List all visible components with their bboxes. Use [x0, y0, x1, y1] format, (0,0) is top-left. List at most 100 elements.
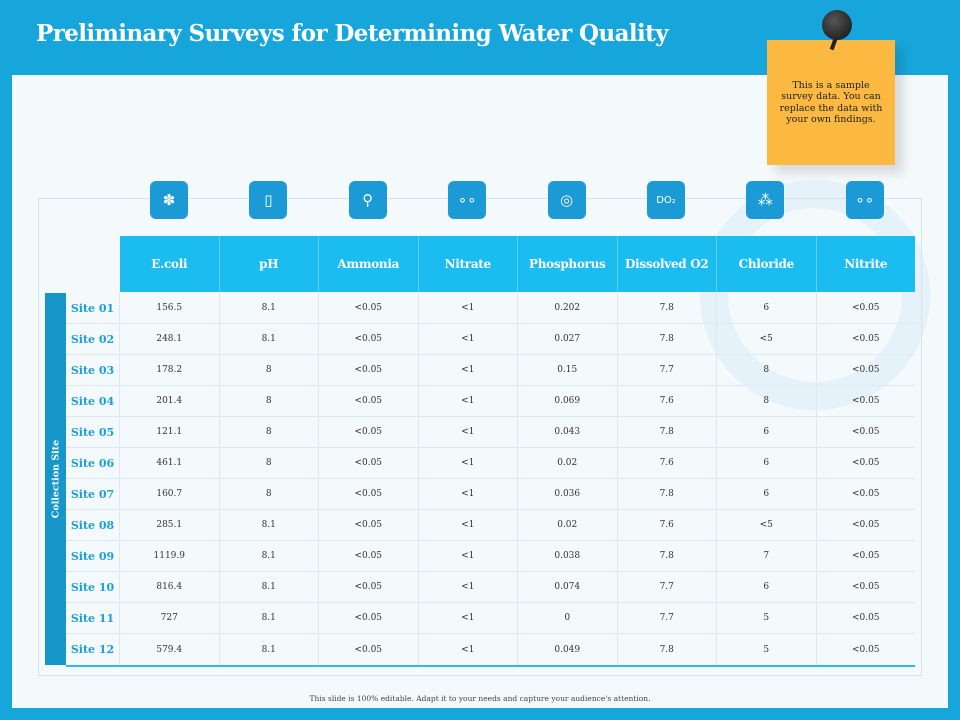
table-cell: <0.05	[851, 303, 880, 313]
table-cell: <0.05	[319, 603, 419, 633]
site-label: Site 09	[66, 541, 120, 571]
table-cell: <5	[717, 324, 817, 354]
table-cell: 8	[220, 448, 319, 478]
table-row: Site 04 201.4 8 <0.05 <1 0.069 7.6 8 <0.05	[66, 386, 915, 417]
table-cell: <1	[419, 355, 518, 385]
table-cell: <1	[419, 479, 518, 509]
table-cell: 8	[220, 479, 319, 509]
table-cell: 7.7	[618, 603, 717, 633]
table-row: Site 06 461.1 8 <0.05 <1 0.02 7.6 6 <0.05	[66, 448, 915, 479]
table-cell: 8.1	[220, 572, 319, 602]
nitrite-molecule-icon: ∘∘	[845, 181, 884, 219]
table-cell: <1	[419, 293, 518, 323]
column-header: Nitrite	[815, 236, 916, 292]
table-cell: 6	[717, 417, 817, 447]
table-row: Site 11 727 8.1 <0.05 <1 0 7.7 5 <0.05	[66, 603, 915, 634]
table-cell: 7.8	[618, 541, 717, 571]
table-cell: <0.05	[319, 386, 419, 416]
chloride-molecule-icon: ⁂	[746, 181, 785, 219]
table-cell: 7.6	[618, 448, 717, 478]
column-header: Dissolved O2	[616, 236, 717, 292]
table-cell: 178.2	[120, 355, 220, 385]
table-cell: 727	[120, 603, 220, 633]
table-cell: 0.038	[518, 541, 618, 571]
table-cell: 461.1	[120, 448, 220, 478]
table-cell: <1	[419, 541, 518, 571]
column-header: Ammonia	[318, 236, 418, 292]
table-cell: <0.05	[851, 520, 880, 530]
nitrate-molecule-icon: ∘∘	[448, 181, 487, 219]
table-cell: <0.05	[851, 582, 880, 592]
table-cell: <1	[419, 448, 518, 478]
site-label: Site 12	[66, 634, 120, 665]
table-row: Site 09 1119.9 8.1 <0.05 <1 0.038 7.8 7 <0.05	[66, 541, 915, 572]
table-cell: 0.027	[518, 324, 618, 354]
table-cell: 8.1	[220, 324, 319, 354]
table-cell: 7	[717, 541, 817, 571]
table-cell: <1	[419, 634, 518, 665]
column-header: pH	[218, 236, 319, 292]
table-cell: <0.05	[851, 427, 880, 437]
sticky-note-text: This is a sample survey data. You can re…	[779, 79, 883, 126]
bacteria-icon: ✽	[150, 181, 188, 219]
column-header: Nitrate	[417, 236, 518, 292]
table-cell: 0.202	[518, 293, 618, 323]
table-row: Site 10 816.4 8.1 <0.05 <1 0.074 7.7 6 <0.05	[66, 572, 915, 603]
page-title: Preliminary Surveys for Determining Wate…	[36, 20, 669, 47]
table-row: Site 02 248.1 8.1 <0.05 <1 0.027 7.8 <5 <0.05	[66, 324, 915, 355]
table-cell: 7.8	[618, 293, 717, 323]
table-cell: <1	[419, 386, 518, 416]
table-cell: <0.05	[851, 644, 880, 655]
table-cell: 8	[220, 417, 319, 447]
table-cell: 8.1	[220, 293, 319, 323]
table-cell: <1	[419, 510, 518, 540]
table-cell: <0.05	[319, 417, 419, 447]
table-cell: <0.05	[319, 634, 419, 665]
site-label: Site 11	[66, 603, 120, 633]
table-cell: <1	[419, 324, 518, 354]
table-cell: <0.05	[319, 479, 419, 509]
table-row: Site 03 178.2 8 <0.05 <1 0.15 7.7 8 <0.05	[66, 355, 915, 386]
table-cell: <0.05	[319, 541, 419, 571]
table-cell: <0.05	[851, 458, 880, 468]
site-label: Site 01	[66, 293, 120, 323]
table-cell: <0.05	[319, 510, 419, 540]
table-header-row: E.coli pH Ammonia Nitrate Phosphorus Dissolve…	[120, 236, 915, 292]
table-cell: 285.1	[120, 510, 220, 540]
table-cell: <0.05	[851, 396, 880, 406]
table-cell: <0.05	[851, 334, 880, 344]
table-cell: 8.1	[220, 510, 319, 540]
column-header: E.coli	[151, 257, 188, 271]
table-cell: 5	[717, 634, 817, 665]
phosphorus-atom-icon: ◎	[547, 181, 586, 219]
site-label: Site 10	[66, 572, 120, 602]
table-cell: 7.8	[618, 634, 717, 665]
footer-note: This slide is 100% editable. Adapt it to…	[309, 694, 651, 703]
table-row: Site 12 579.4 8.1 <0.05 <1 0.049 7.8 5 <0.05	[66, 634, 915, 665]
table-cell: 7.8	[618, 479, 717, 509]
table-cell: 156.5	[120, 293, 220, 323]
table-cell: 8	[717, 355, 817, 385]
table-cell: 248.1	[120, 324, 220, 354]
table-cell: <1	[419, 572, 518, 602]
table-row: Site 01 156.5 8.1 <0.05 <1 0.202 7.8 6 <0.05	[66, 293, 915, 324]
table-cell: 0.02	[518, 448, 618, 478]
table-cell: <1	[419, 417, 518, 447]
table-cell: 7.7	[618, 572, 717, 602]
column-header: Chloride	[716, 236, 816, 292]
table-cell: <0.05	[851, 551, 880, 561]
site-label: Site 07	[66, 479, 120, 509]
table-row: Site 08 285.1 8.1 <0.05 <1 0.02 7.6 <5 <0.05	[66, 510, 915, 541]
table-cell: 1119.9	[120, 541, 220, 571]
site-label: Site 04	[66, 386, 120, 416]
table-cell: 0.069	[518, 386, 618, 416]
table-cell: 0.036	[518, 479, 618, 509]
site-label: Site 02	[66, 324, 120, 354]
table-cell: 6	[717, 479, 817, 509]
table-cell: 816.4	[120, 572, 220, 602]
site-label: Site 06	[66, 448, 120, 478]
table-cell: <1	[419, 603, 518, 633]
table-cell: <0.05	[851, 489, 880, 499]
table-cell: 121.1	[120, 417, 220, 447]
table-cell: 0.043	[518, 417, 618, 447]
